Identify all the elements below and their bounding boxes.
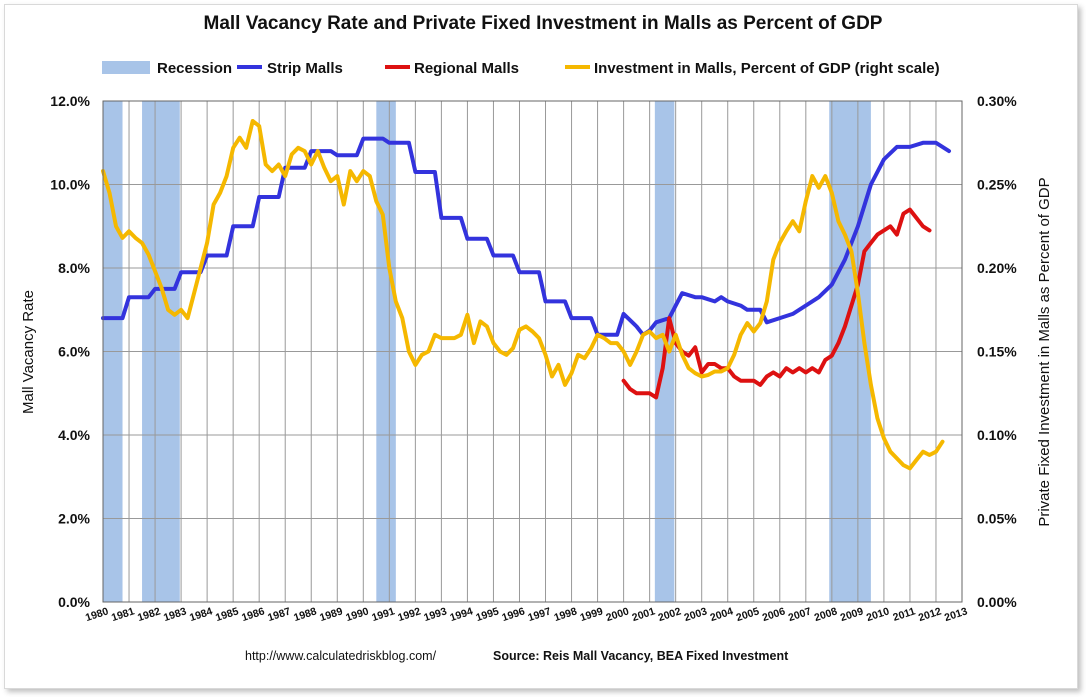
x-tick: 1992 (396, 605, 422, 624)
y-tick-left: 4.0% (58, 427, 90, 443)
y-tick-left: 0.0% (58, 594, 90, 610)
x-tick: 1987 (266, 605, 292, 624)
y-tick-right: 0.05% (977, 511, 1017, 527)
y-tick-right: 0.20% (977, 260, 1017, 276)
x-tick: 1984 (188, 605, 214, 624)
x-tick: 1996 (500, 605, 526, 624)
y-axis-label-right: Private Fixed Investment in Malls as Per… (1036, 177, 1053, 526)
y-ticks-right: 0.00% 0.05% 0.10% 0.15% 0.20% 0.25% 0.30% (977, 93, 1017, 610)
footer-source: Source: Reis Mall Vacancy, BEA Fixed Inv… (493, 649, 789, 663)
plot-border (102, 100, 963, 603)
x-tick: 2009 (839, 605, 865, 624)
x-tick: 1986 (240, 605, 266, 624)
series-line-1 (101, 136, 951, 337)
x-tick: 2002 (657, 605, 683, 624)
x-tick: 2000 (605, 605, 631, 624)
x-tick: 2007 (787, 605, 813, 624)
x-tick: 1985 (214, 605, 240, 624)
x-tick: 2008 (813, 605, 839, 624)
legend-swatch-recession (102, 61, 150, 74)
x-tick: 2001 (631, 605, 657, 624)
legend-label-strip-malls: Strip Malls (267, 60, 343, 77)
x-tick: 2013 (943, 605, 969, 624)
x-tick: 1988 (292, 605, 318, 624)
x-tick: 1997 (527, 605, 553, 624)
series-lines (101, 119, 951, 471)
y-tick-left: 2.0% (58, 511, 90, 527)
y-tick-right: 0.30% (977, 93, 1017, 109)
x-tick: 1998 (553, 605, 579, 624)
x-tick: 1993 (422, 605, 448, 624)
x-tick: 1995 (474, 605, 500, 624)
x-tick: 2010 (865, 605, 891, 624)
y-tick-right: 0.25% (977, 177, 1017, 193)
y-axis-label-left: Mall Vacancy Rate (20, 290, 37, 414)
y-tick-left: 10.0% (50, 177, 90, 193)
axes (102, 100, 963, 603)
y-tick-left: 12.0% (50, 93, 90, 109)
x-ticks: 1980 1981 1982 1983 1984 1985 1986 1987 1988 1989… (84, 605, 969, 624)
x-tick: 1994 (448, 605, 474, 624)
x-tick: 2006 (761, 605, 787, 624)
legend-label-recession: Recession (157, 60, 232, 77)
legend: Recession Strip Malls Regional Malls Inv… (102, 60, 940, 77)
y-tick-right: 0.00% (977, 594, 1017, 610)
x-tick: 2011 (891, 605, 917, 624)
y-ticks-left: 0.0% 2.0% 4.0% 6.0% 8.0% 10.0% 12.0% (50, 93, 90, 610)
x-tick: 1982 (136, 605, 162, 624)
x-tick: 2005 (735, 605, 761, 624)
x-tick: 1981 (110, 605, 136, 624)
y-tick-left: 6.0% (58, 344, 90, 360)
chart-title: Mall Vacancy Rate and Private Fixed Inve… (204, 13, 883, 34)
x-tick: 1983 (162, 605, 188, 624)
footer-url: http://www.calculatedriskblog.com/ (245, 649, 437, 663)
x-tick: 1991 (370, 605, 396, 624)
series-line-3 (101, 119, 945, 471)
y-tick-right: 0.10% (977, 427, 1017, 443)
x-tick: 1990 (344, 605, 370, 624)
x-tick: 1999 (579, 605, 605, 624)
x-tick: 2012 (917, 605, 943, 624)
y-tick-left: 8.0% (58, 260, 90, 276)
legend-label-regional-malls: Regional Malls (414, 60, 519, 77)
x-tick: 2004 (709, 605, 735, 624)
x-tick: 1989 (318, 605, 344, 624)
x-tick: 2003 (683, 605, 709, 624)
y-tick-right: 0.15% (977, 344, 1017, 360)
legend-label-investment: Investment in Malls, Percent of GDP (rig… (594, 60, 940, 77)
gridlines (103, 100, 963, 602)
